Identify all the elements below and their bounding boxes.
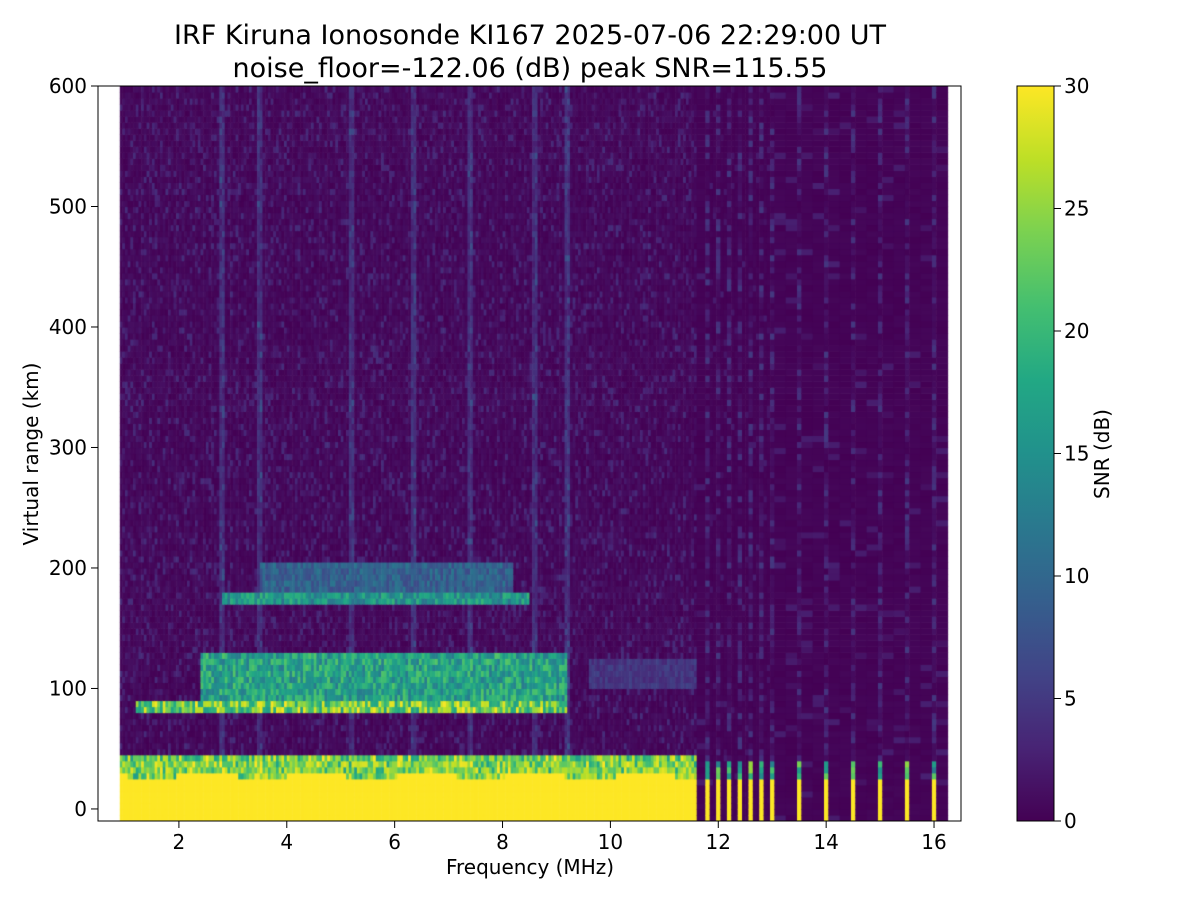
x-tick-label: 2: [173, 830, 186, 854]
chart-title: IRF Kiruna Ionosonde KI167 2025-07-06 22…: [174, 20, 887, 51]
y-tick-label: 500: [49, 194, 87, 218]
y-axis-ticks: 0 100 200 300 400 500 600: [49, 74, 98, 821]
colorbar-tick-label: 25: [1064, 197, 1089, 221]
x-tick-label: 14: [813, 830, 838, 854]
y-tick-label: 200: [49, 556, 87, 580]
colorbar-tick-label: 30: [1064, 74, 1089, 98]
y-axis-label: Virtual range (km): [19, 363, 43, 546]
x-tick-label: 16: [921, 830, 946, 854]
x-axis-ticks: 2 4 6 8 10 12 14 16: [173, 821, 947, 854]
x-tick-label: 10: [598, 830, 623, 854]
x-tick-label: 8: [496, 830, 509, 854]
colorbar: [1016, 85, 1055, 822]
colorbar-ticks: 0 5 10 15 20 25 30: [1054, 74, 1089, 833]
x-tick-label: 6: [388, 830, 401, 854]
x-tick-label: 12: [706, 830, 731, 854]
colorbar-tick-label: 5: [1064, 687, 1077, 711]
heatmap-plot-area: [98, 86, 961, 821]
colorbar-tick-label: 15: [1064, 442, 1089, 466]
plot-frame: [97, 85, 962, 822]
colorbar-label: SNR (dB): [1090, 409, 1114, 499]
y-tick-label: 300: [49, 435, 87, 459]
snr-heatmap-image: [98, 86, 961, 821]
y-tick-label: 600: [49, 74, 87, 98]
x-axis-label: Frequency (MHz): [446, 855, 614, 879]
y-tick-label: 0: [74, 797, 87, 821]
chart-subtitle: noise_floor=-122.06 (dB) peak SNR=115.55: [233, 53, 828, 84]
x-tick-label: 4: [280, 830, 293, 854]
y-tick-label: 100: [49, 676, 87, 700]
colorbar-tick-label: 10: [1064, 564, 1089, 588]
colorbar-tick-label: 0: [1064, 809, 1077, 833]
colorbar-tick-label: 20: [1064, 319, 1089, 343]
y-tick-label: 400: [49, 315, 87, 339]
